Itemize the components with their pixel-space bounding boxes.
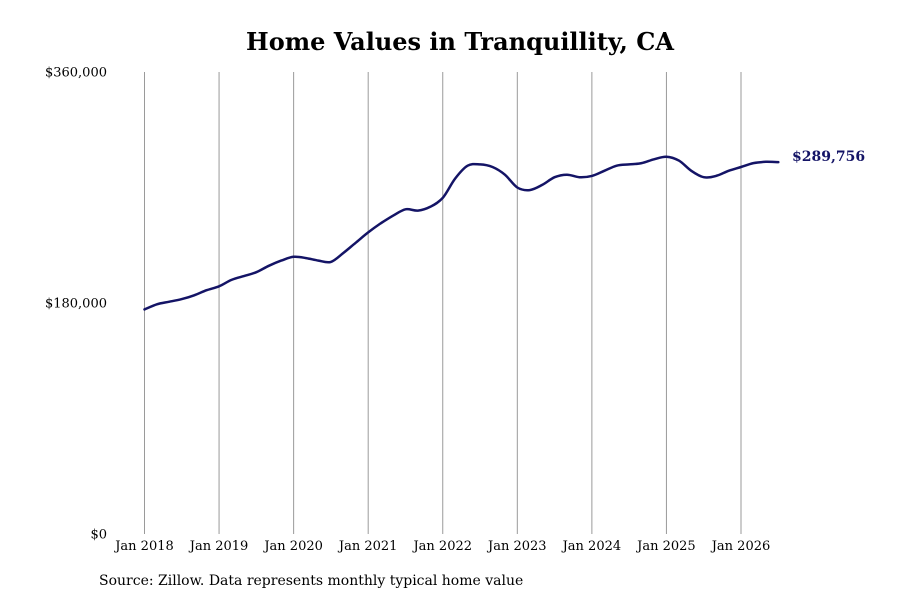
home-value-line (143, 155, 780, 311)
series-line-group (143, 155, 780, 311)
x-tick-label: Jan 2022 (411, 539, 472, 554)
chart-title: Home Values in Tranquillity, CA (246, 27, 674, 56)
x-axis-tick-labels: Jan 2018 Jan 2019 Jan 2020 Jan 2021 Jan 2022… (113, 539, 770, 554)
y-tick-label: $360,000 (45, 66, 107, 81)
x-tick-label: Jan 2018 (113, 539, 174, 554)
x-tick-label: Jan 2024 (561, 539, 622, 554)
x-tick-label: Jan 2019 (188, 539, 249, 554)
y-axis-tick-labels: $0 $180,000 $360,000 (45, 66, 107, 543)
x-tick-label: Jan 2026 (710, 539, 771, 554)
end-value-label: $289,756 (792, 149, 865, 165)
gridlines (144, 72, 742, 534)
x-tick-label: Jan 2025 (635, 539, 696, 554)
y-tick-label: $0 (90, 528, 107, 543)
x-tick-label: Jan 2020 (262, 539, 323, 554)
y-tick-label: $180,000 (45, 297, 107, 312)
x-tick-label: Jan 2021 (337, 539, 398, 554)
x-tick-label: Jan 2023 (486, 539, 547, 554)
source-note: Source: Zillow. Data represents monthly … (99, 573, 524, 589)
end-value-label-group: $289,756 (792, 149, 865, 165)
